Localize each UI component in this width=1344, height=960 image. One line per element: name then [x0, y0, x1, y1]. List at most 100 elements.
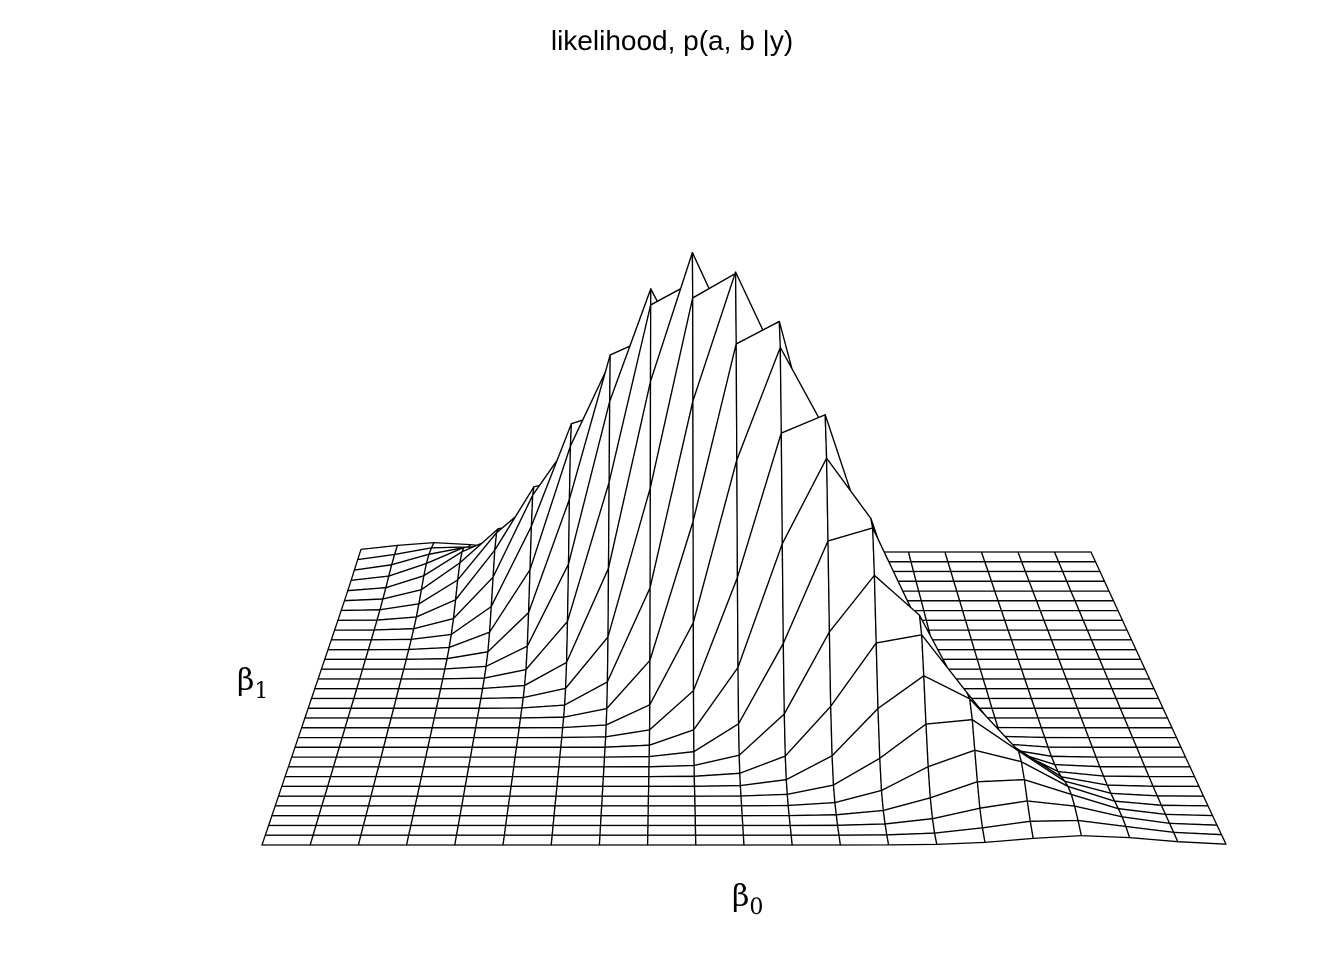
surface-facet: [1037, 717, 1086, 729]
surface-facet: [1053, 551, 1097, 563]
surface-facet: [694, 824, 745, 836]
surface-facet: [359, 668, 405, 680]
surface-facet: [320, 658, 367, 670]
surface-facet: [347, 707, 395, 719]
surface-facet: [367, 638, 412, 651]
surface-facet: [405, 834, 458, 846]
surface-facet: [1078, 609, 1124, 622]
surface-facet: [1107, 678, 1155, 690]
surface-facet: [646, 834, 697, 846]
surface-facet: [517, 726, 564, 739]
surface-facet: [554, 795, 603, 807]
surface-facet: [464, 775, 514, 788]
x-axis-label: β0: [732, 879, 763, 920]
surface-facet: [553, 805, 603, 817]
surface-facet: [461, 795, 511, 807]
y-axis-symbol: β: [237, 663, 254, 698]
surface-facet: [1090, 639, 1137, 651]
surface-facet: [509, 785, 558, 797]
surface-facet: [338, 736, 387, 748]
surface-facet: [598, 834, 649, 846]
surface-facet: [742, 824, 792, 836]
surface-facet: [647, 785, 696, 797]
surface-facet: [944, 551, 986, 563]
surface-facet: [1127, 727, 1178, 739]
surface-facet: [455, 824, 507, 836]
surface-facet: [970, 639, 1016, 651]
surface-facet: [788, 814, 839, 827]
surface-facet: [507, 795, 557, 807]
surface-facet: [422, 756, 472, 768]
surface-facet: [959, 600, 1003, 612]
surface-facet: [550, 834, 601, 846]
surface-facet: [961, 609, 1006, 622]
surface-facet: [462, 785, 512, 797]
surface-facet: [475, 717, 522, 729]
surface-facet: [1088, 736, 1138, 748]
surface-facet: [1099, 658, 1146, 670]
surface-facet: [370, 785, 421, 797]
surface-facet: [274, 795, 326, 807]
surface-facet: [979, 668, 1026, 680]
surface-facet: [647, 824, 697, 836]
surface-facet: [1076, 707, 1126, 719]
surface-facet: [1057, 561, 1101, 573]
surface-facet: [1123, 717, 1173, 729]
surface-facet: [740, 804, 790, 817]
surface-facet: [468, 756, 516, 768]
surface-facet: [324, 785, 375, 797]
wireframe-surface: [261, 251, 1227, 846]
surface-facet: [1091, 746, 1142, 758]
surface-facet: [912, 570, 955, 582]
surface-facet: [408, 824, 459, 836]
surface-facet: [1082, 619, 1128, 631]
surface-facet: [315, 815, 367, 827]
surface-facet: [923, 609, 967, 622]
surface-facet: [907, 551, 949, 563]
surface-facet: [307, 697, 355, 709]
surface-facet: [427, 736, 475, 748]
surface-facet: [694, 795, 743, 807]
surface-facet: [513, 756, 561, 768]
surface-facet: [304, 707, 352, 719]
surface-facet: [1020, 668, 1068, 680]
surface-facet: [1131, 736, 1182, 748]
surface-facet: [410, 815, 461, 827]
surface-facet: [990, 580, 1034, 592]
surface-facet: [1017, 658, 1064, 670]
x-axis-symbol: β: [732, 879, 749, 914]
surface-facet: [825, 457, 874, 542]
surface-facet: [1073, 697, 1121, 709]
surface-facet: [742, 834, 793, 846]
surface-facet: [1014, 649, 1060, 661]
surface-facet: [1027, 688, 1075, 700]
surface-facet: [429, 727, 477, 739]
surface-facet: [385, 727, 433, 739]
surface-facet: [693, 784, 742, 797]
surface-facet: [648, 764, 695, 778]
surface-facet: [390, 707, 438, 719]
surface-facet: [950, 570, 993, 582]
surface-facet: [987, 570, 1030, 582]
surface-facet: [1035, 600, 1080, 612]
surface-facet: [1074, 600, 1119, 612]
surface-facet: [356, 678, 402, 690]
surface-facet: [601, 785, 650, 797]
surface-facet: [372, 775, 423, 788]
surface-facet: [1039, 609, 1084, 622]
surface-facet: [1024, 678, 1071, 690]
surface-facet: [558, 756, 606, 768]
surface-facet: [454, 834, 506, 846]
surface-facet: [1058, 658, 1105, 670]
surface-facet: [370, 628, 415, 641]
surface-facet: [603, 755, 650, 768]
surface-facet: [1119, 707, 1169, 719]
surface-facet: [1099, 766, 1150, 778]
surface-facet: [925, 619, 970, 631]
surface-facet: [344, 717, 392, 729]
surface-facet: [1066, 580, 1110, 592]
surface-facet: [324, 649, 370, 661]
surface-facet: [400, 668, 446, 680]
surface-facet: [953, 580, 996, 592]
surface-facet: [511, 766, 560, 778]
